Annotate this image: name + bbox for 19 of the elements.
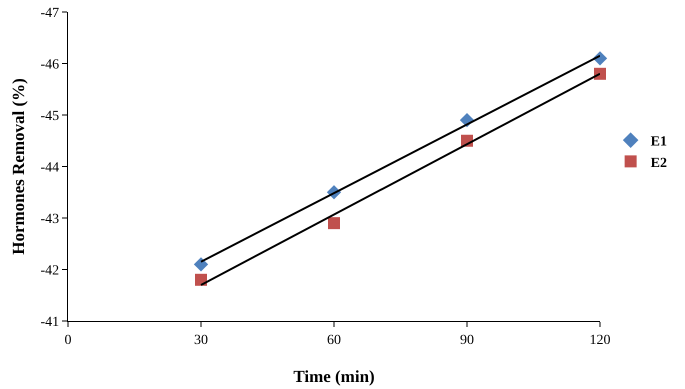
y-tick-label: -47 [40, 6, 60, 21]
point [594, 68, 606, 80]
y-tick-label: -46 [40, 57, 60, 72]
y-tick-label: -41 [40, 314, 60, 330]
y-tick-label: -43 [40, 212, 60, 227]
y-tick-label: -45 [40, 108, 60, 124]
x-tick-label: 0 [64, 332, 72, 348]
y-tick-label: -44 [40, 160, 60, 176]
x-tick-label: 120 [590, 332, 610, 348]
legend-label: E2 [650, 156, 667, 171]
legend-label: E1 [650, 134, 667, 150]
x-axis-title: Time (min) [293, 367, 375, 386]
y-axis-title: Hormones Removal (%) [9, 78, 28, 255]
point [195, 274, 207, 286]
x-tick-label: 90 [460, 332, 474, 348]
point [328, 217, 340, 230]
x-tick-label: 60 [327, 332, 341, 348]
y-tick-label: -42 [40, 263, 60, 278]
x-tick-label: 30 [194, 332, 208, 348]
